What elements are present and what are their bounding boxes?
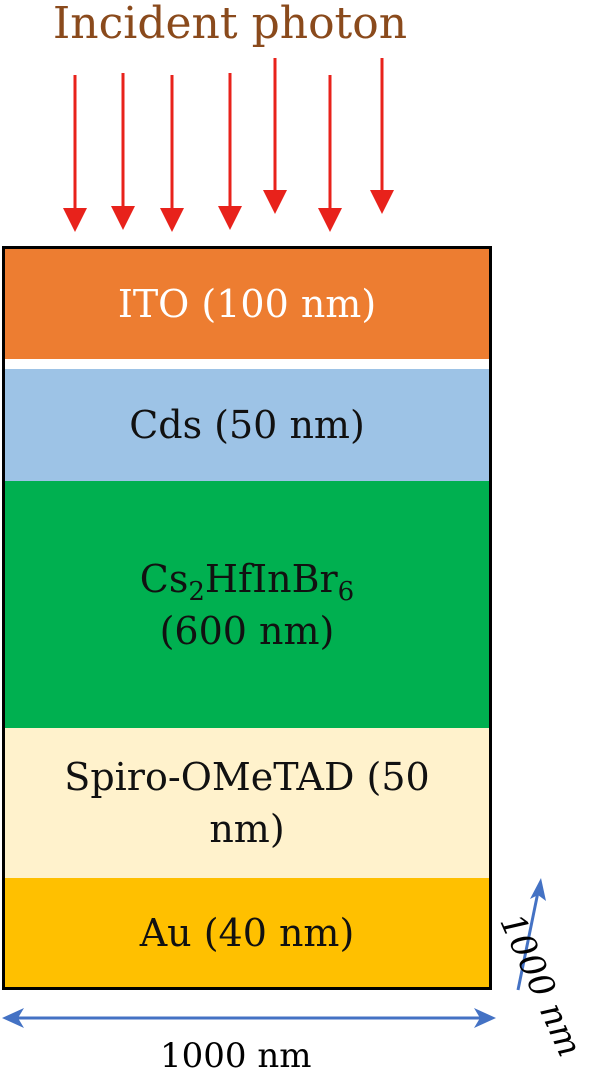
layer-ito: ITO (100 nm) (5, 249, 489, 359)
width-arrowhead-left (2, 1008, 24, 1028)
layer-ito-label: ITO (100 nm) (117, 282, 377, 326)
layer-cds-label: Cds (50 nm) (129, 403, 365, 447)
layer-spiro-label: Spiro-OMeTAD (50 nm) (64, 755, 430, 851)
width-arrowhead-right (474, 1008, 496, 1028)
layer-cds: Cds (50 nm) (5, 369, 489, 481)
photon-arrowhead (218, 206, 242, 230)
layer-au-label: Au (40 nm) (139, 910, 355, 955)
photon-arrowhead (318, 208, 342, 232)
layer-absorber-label: Cs2HfInBr6 (600 nm) (140, 553, 354, 657)
absorber-formula: Cs2HfInBr6 (139, 556, 355, 607)
absorber-thickness: (600 nm) (159, 608, 335, 653)
solar-cell-layer-stack: ITO (100 nm) Cds (50 nm) Cs2HfInBr6 (600… (2, 246, 492, 990)
photon-arrowhead (111, 206, 135, 230)
depth-dimension-arrow (516, 878, 546, 991)
depth-arrowhead (530, 878, 546, 901)
layer-au: Au (40 nm) (5, 878, 489, 987)
layer-spiro-ometad: Spiro-OMeTAD (50 nm) (5, 728, 489, 878)
width-dimension-arrow (2, 1008, 496, 1028)
width-dimension-label: 1000 nm (160, 1036, 312, 1076)
photon-arrowhead (160, 208, 184, 232)
incident-photon-arrows (63, 58, 394, 232)
photon-arrowhead (370, 190, 394, 214)
photon-arrowhead (263, 190, 287, 214)
layer-absorber: Cs2HfInBr6 (600 nm) (5, 481, 489, 728)
incident-photon-title: Incident photon (52, 0, 408, 49)
photon-arrowhead (63, 208, 87, 232)
